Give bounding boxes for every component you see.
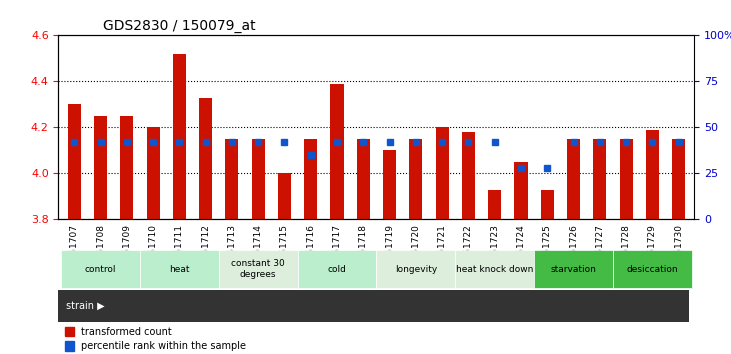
Bar <box>199 98 212 219</box>
FancyBboxPatch shape <box>219 250 298 288</box>
Bar <box>541 190 554 219</box>
Bar <box>146 127 159 219</box>
Bar <box>251 139 265 219</box>
Bar <box>462 132 475 219</box>
Bar <box>620 139 633 219</box>
FancyBboxPatch shape <box>140 250 219 288</box>
FancyBboxPatch shape <box>376 250 455 288</box>
Text: heat: heat <box>169 264 189 274</box>
Text: starvation: starvation <box>550 264 596 274</box>
Bar <box>65 327 75 336</box>
Bar <box>225 139 238 219</box>
Bar <box>567 139 580 219</box>
Text: control: control <box>85 264 116 274</box>
Text: desiccation: desiccation <box>626 264 678 274</box>
Bar <box>594 139 607 219</box>
FancyBboxPatch shape <box>613 250 692 288</box>
Text: cold: cold <box>327 264 346 274</box>
Bar <box>488 190 501 219</box>
FancyBboxPatch shape <box>61 250 140 288</box>
Bar <box>672 139 685 219</box>
Bar <box>645 130 659 219</box>
Bar <box>278 173 291 219</box>
FancyBboxPatch shape <box>58 290 689 322</box>
Bar <box>65 341 75 351</box>
Text: heat knock down: heat knock down <box>456 264 534 274</box>
Bar <box>436 127 449 219</box>
Text: strain ▶: strain ▶ <box>67 301 105 311</box>
Text: constant 30
degrees: constant 30 degrees <box>231 259 285 279</box>
Bar <box>383 150 396 219</box>
Text: transformed count: transformed count <box>80 327 172 337</box>
FancyBboxPatch shape <box>298 250 376 288</box>
Bar <box>515 162 528 219</box>
Bar <box>94 116 107 219</box>
Bar <box>304 139 317 219</box>
Bar <box>68 104 81 219</box>
Text: GDS2830 / 150079_at: GDS2830 / 150079_at <box>103 19 256 33</box>
Bar <box>120 116 133 219</box>
Bar <box>409 139 423 219</box>
Text: percentile rank within the sample: percentile rank within the sample <box>80 341 246 351</box>
Bar <box>357 139 370 219</box>
FancyBboxPatch shape <box>455 250 534 288</box>
Bar <box>330 84 344 219</box>
Bar <box>173 54 186 219</box>
Text: longevity: longevity <box>395 264 437 274</box>
FancyBboxPatch shape <box>534 250 613 288</box>
